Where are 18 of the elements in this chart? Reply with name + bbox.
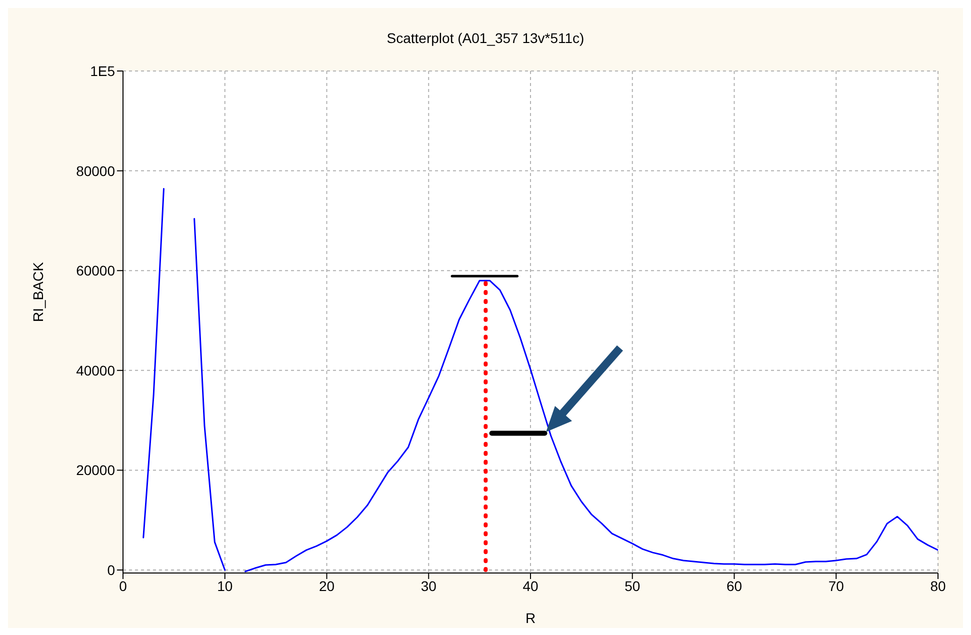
x-tick-label: 10 — [217, 578, 233, 594]
x-tick-label: 40 — [522, 578, 538, 594]
x-tick-label: 80 — [930, 578, 946, 594]
y-tick-label: 80000 — [76, 162, 116, 179]
x-tick-label: 50 — [624, 578, 640, 594]
y-tick-label: 0 — [107, 562, 116, 578]
x-tick-label: 0 — [119, 578, 128, 594]
y-tick-label: 60000 — [76, 262, 116, 279]
chart-title: Scatterplot (A01_357 13v*511c) — [386, 30, 586, 46]
y-tick-label: 20000 — [76, 462, 116, 478]
x-tick-label: 60 — [726, 578, 742, 594]
x-axis-title: R — [525, 610, 536, 626]
y-tick-label: 40000 — [76, 362, 116, 378]
x-tick-label: 30 — [420, 578, 437, 594]
y-tick-label: 1E5 — [90, 62, 116, 79]
y-axis-title: RI_BACK — [30, 261, 46, 322]
x-tick-label: 70 — [828, 578, 844, 594]
x-tick-label: 20 — [318, 578, 335, 594]
